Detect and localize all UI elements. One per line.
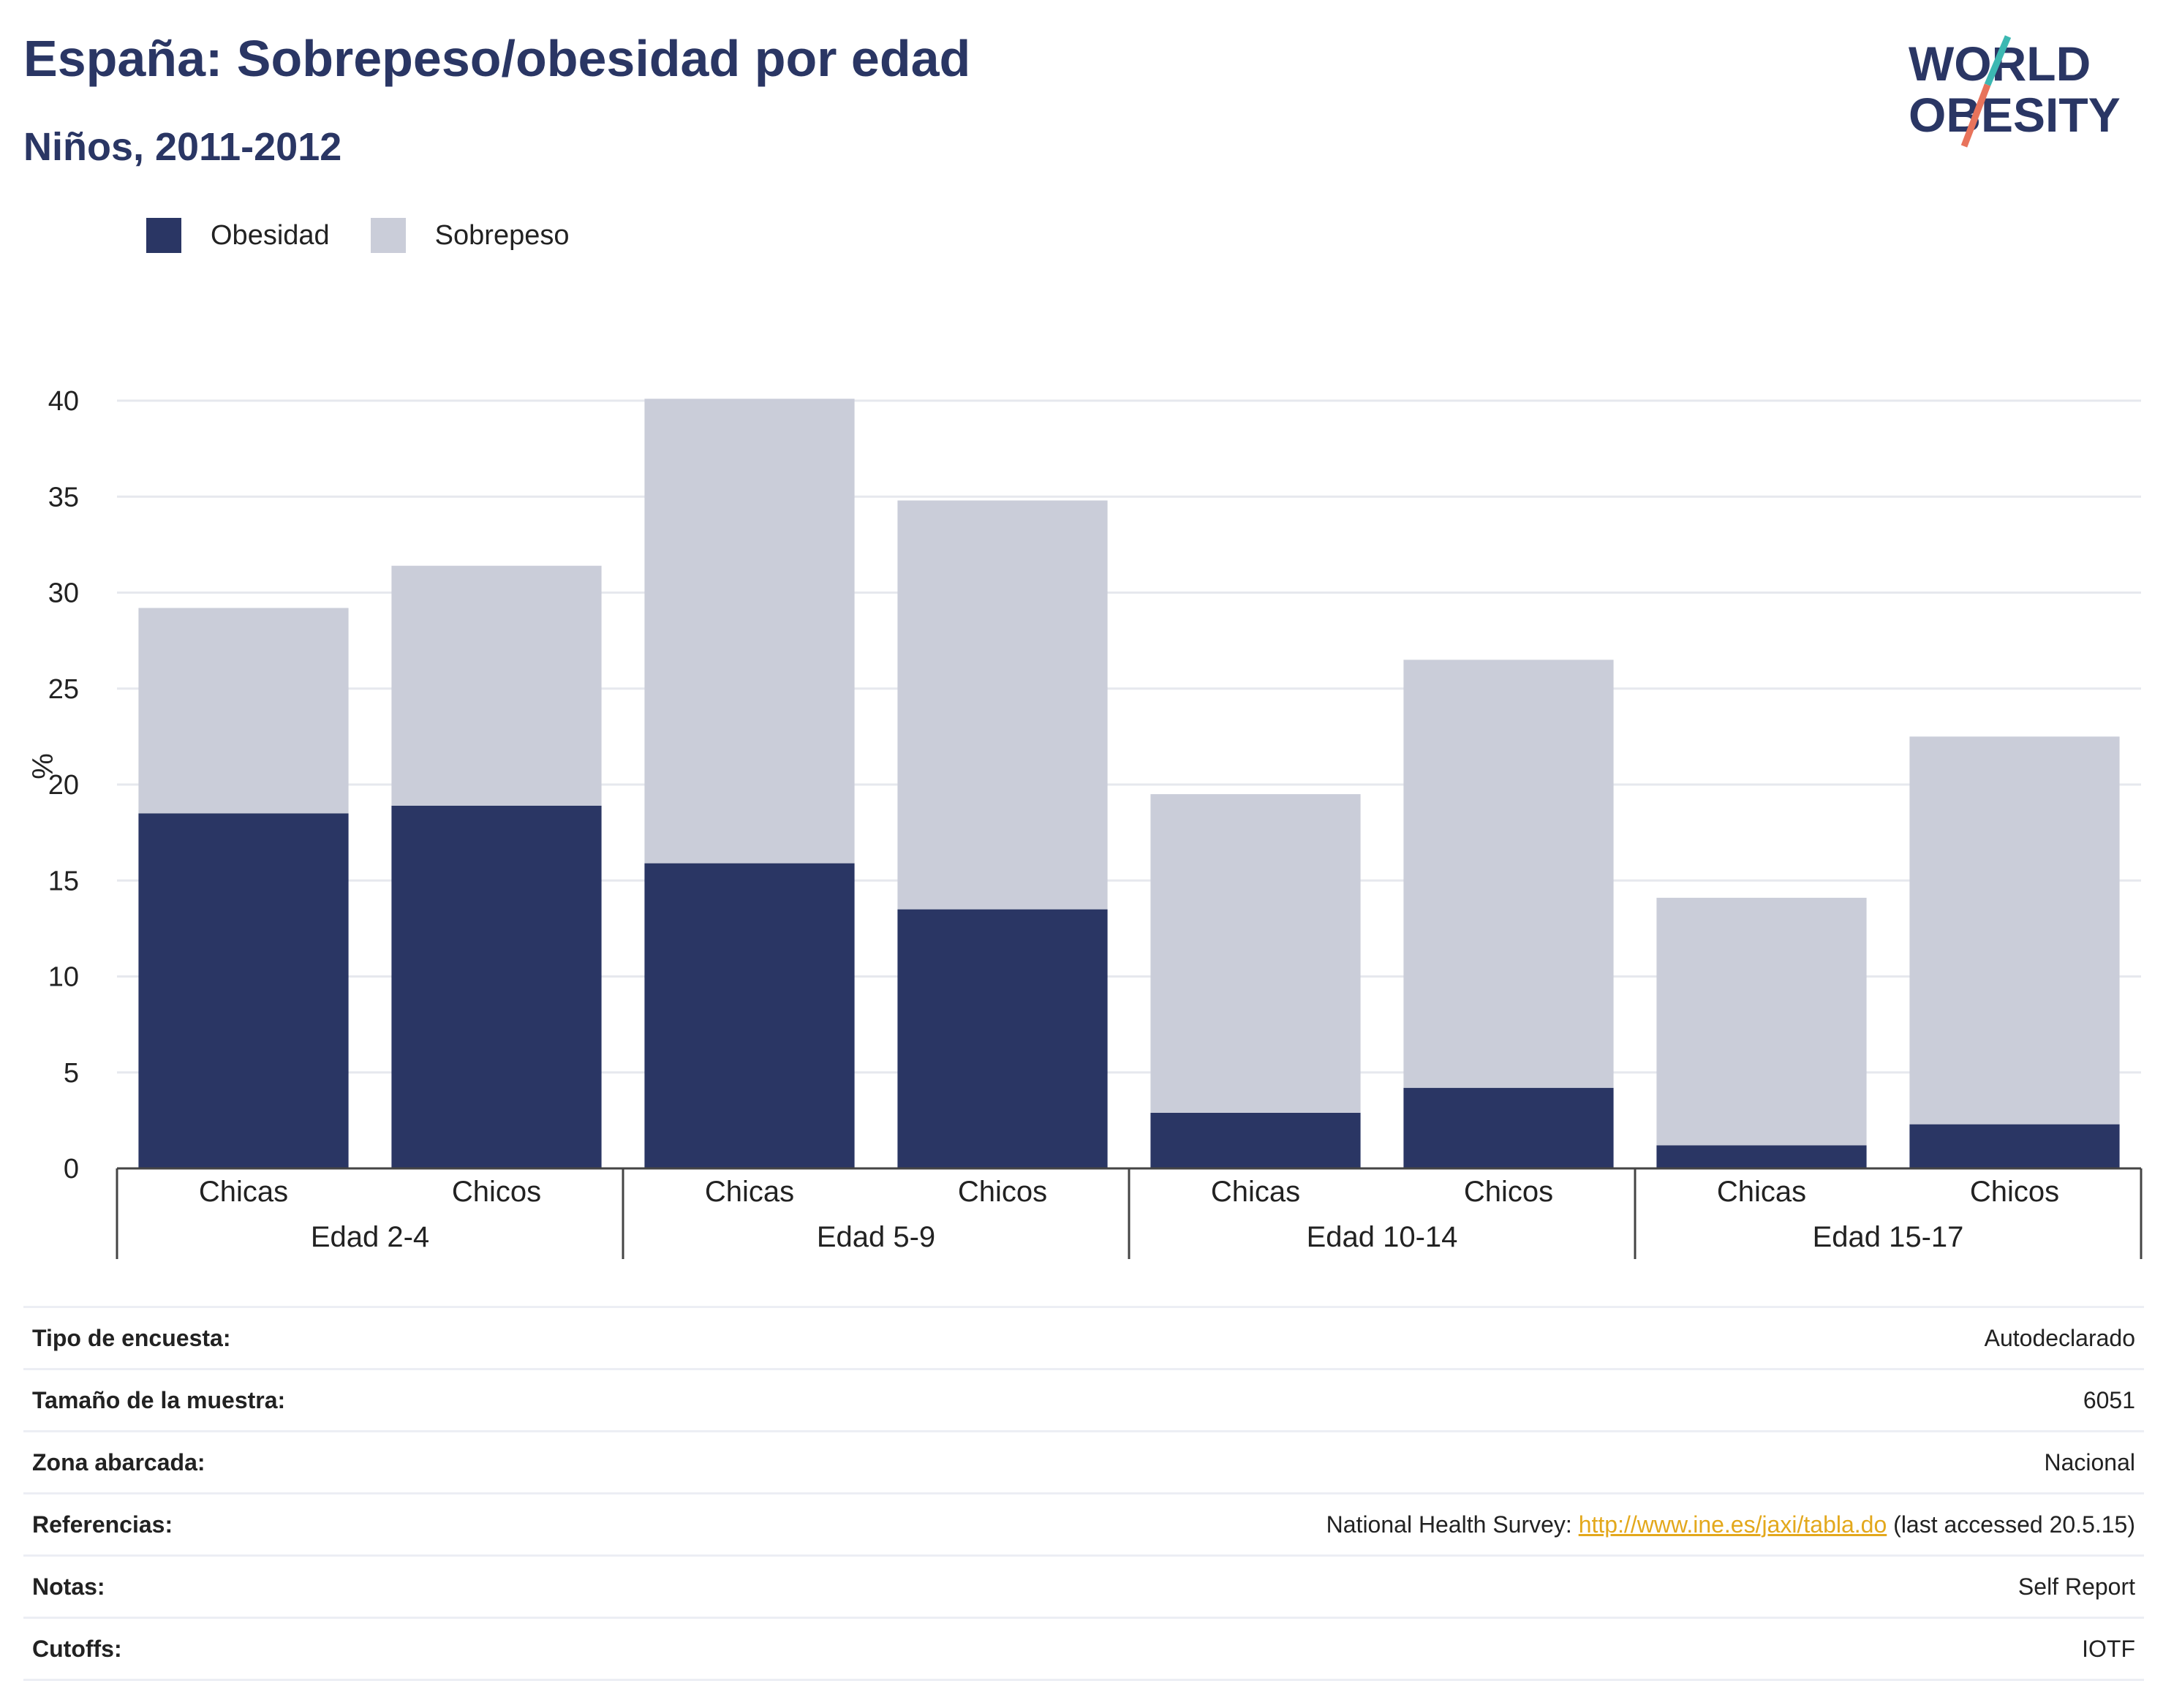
info-value: 6051 <box>546 1368 2144 1432</box>
y-tick-label: 5 <box>64 1058 79 1089</box>
x-tick-label: Chicas <box>199 1176 288 1208</box>
legend-item-obesidad[interactable]: Obesidad <box>146 218 330 253</box>
bar-obesidad <box>897 909 1108 1168</box>
group-label: Edad 10-14 <box>1307 1221 1458 1253</box>
legend: Obesidad Sobrepeso <box>146 218 610 253</box>
x-tick-label: Chicos <box>958 1176 1047 1208</box>
info-row: Referencias: National Health Survey: htt… <box>23 1492 2144 1556</box>
bar-obesidad <box>138 813 349 1168</box>
bar-chart: 0 5 10 15 20 25 30 35 40% Chicas Chicos Chicas Chico… <box>27 386 2143 1259</box>
info-value-reference: National Health Survey: http://www.ine.e… <box>546 1492 2144 1556</box>
reference-suffix: (last accessed 20.5.15) <box>1887 1511 2135 1538</box>
bar-obesidad <box>1909 1124 2120 1168</box>
group-label: Edad 5-9 <box>817 1221 935 1253</box>
logo-line2: OBESITY <box>1909 88 2121 142</box>
x-tick-label: Chicas <box>1211 1176 1300 1208</box>
legend-swatch-sobrepeso <box>370 218 406 253</box>
info-value: Nacional <box>546 1430 2144 1494</box>
y-tick-label: 35 <box>48 482 79 513</box>
y-tick-label: 10 <box>48 962 79 993</box>
info-value: Autodeclarado <box>546 1306 2144 1369</box>
group-label: Edad 15-17 <box>1813 1221 1964 1253</box>
y-tick-label: 20 <box>48 770 79 801</box>
legend-swatch-obesidad <box>146 218 181 253</box>
reference-prefix: National Health Survey: <box>1326 1511 1579 1538</box>
info-label: Cutoffs: <box>23 1617 547 1681</box>
y-tick-label: 0 <box>64 1154 79 1184</box>
logo-teal-stroke <box>1984 35 2012 86</box>
bar-obesidad <box>1403 1087 1614 1168</box>
logo-coral-stroke <box>1960 83 1991 148</box>
info-row: Notas: Self Report <box>23 1554 2144 1618</box>
reference-link[interactable]: http://www.ine.es/jaxi/tabla.do <box>1578 1511 1887 1538</box>
y-tick-label: 40 <box>48 386 79 417</box>
bar-sobrepeso <box>897 500 1108 910</box>
y-tick-label: 30 <box>48 578 79 609</box>
info-label: Referencias: <box>23 1492 547 1556</box>
bar-obesidad <box>1656 1145 1867 1168</box>
bar-sobrepeso <box>1403 660 1614 1088</box>
info-label: Tipo de encuesta: <box>23 1306 547 1369</box>
x-tick-label: Chicos <box>1970 1176 2059 1208</box>
legend-label-obesidad: Obesidad <box>211 219 330 251</box>
bar-obesidad <box>391 805 602 1168</box>
bar-sobrepeso <box>391 565 602 806</box>
y-axis-label: % <box>27 753 59 779</box>
info-value: IOTF <box>546 1617 2144 1681</box>
info-row: Tamaño de la muestra: 6051 <box>23 1368 2144 1432</box>
x-tick-label: Chicos <box>452 1176 541 1208</box>
chart-subtitle: Niños, 2011-2012 <box>23 125 342 169</box>
x-tick-label: Chicos <box>1464 1176 1553 1208</box>
info-row: Zona abarcada: Nacional <box>23 1430 2144 1494</box>
info-row: Cutoffs: IOTF <box>23 1617 2144 1681</box>
info-label: Zona abarcada: <box>23 1430 547 1494</box>
info-table: Tipo de encuesta: Autodeclarado Tamaño d… <box>23 1306 2144 1681</box>
bar-sobrepeso <box>644 398 855 864</box>
bar-obesidad <box>1150 1112 1361 1168</box>
chart-title: España: Sobrepeso/obesidad por edad <box>23 30 971 87</box>
world-obesity-logo: WORLD OBESITY <box>1909 35 2121 148</box>
x-tick-label: Chicas <box>1717 1176 1806 1208</box>
y-tick-label: 25 <box>48 674 79 705</box>
info-value: Self Report <box>546 1554 2144 1618</box>
y-tick-label: 15 <box>48 866 79 896</box>
info-label: Tamaño de la muestra: <box>23 1368 547 1432</box>
bar-sobrepeso <box>1150 794 1361 1113</box>
bar-sobrepeso <box>1909 736 2120 1125</box>
info-row: Tipo de encuesta: Autodeclarado <box>23 1306 2144 1369</box>
bar-sobrepeso <box>138 608 349 814</box>
legend-label-sobrepeso: Sobrepeso <box>434 219 570 251</box>
group-label: Edad 2-4 <box>311 1221 429 1253</box>
bar-sobrepeso <box>1656 897 1867 1146</box>
legend-item-sobrepeso[interactable]: Sobrepeso <box>370 218 570 253</box>
x-tick-label: Chicas <box>705 1176 794 1208</box>
info-label: Notas: <box>23 1554 547 1618</box>
bar-obesidad <box>644 863 855 1168</box>
